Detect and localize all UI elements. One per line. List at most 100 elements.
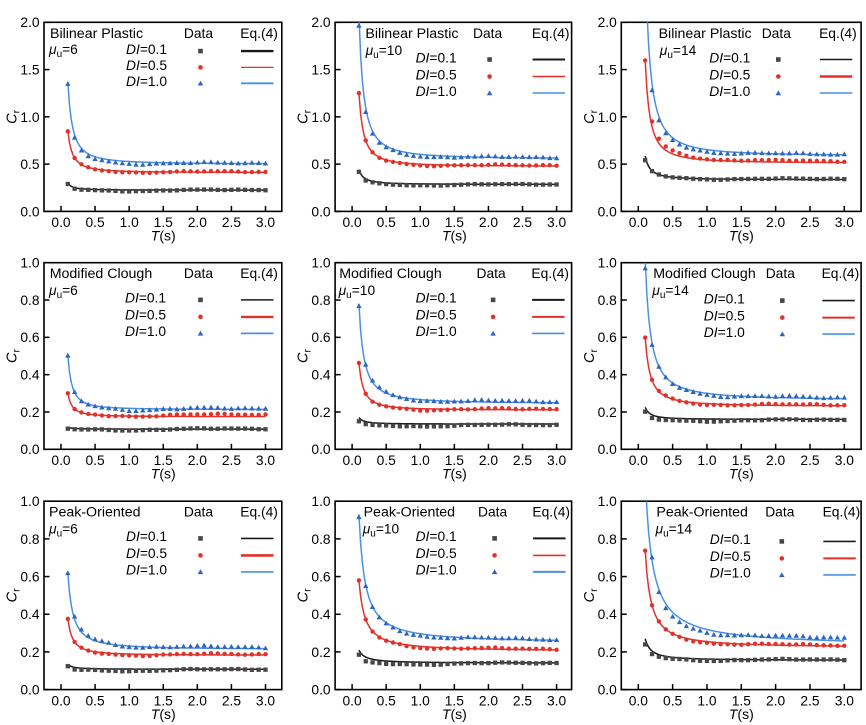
svg-text:DI=0.5: DI=0.5 (709, 67, 750, 82)
svg-text:3.0: 3.0 (547, 453, 567, 468)
svg-text:Eq.(4): Eq.(4) (240, 266, 278, 281)
svg-text:DI=0.1: DI=0.1 (709, 50, 750, 65)
svg-text:1.5: 1.5 (445, 453, 465, 468)
svg-text:Bilinear Plastic: Bilinear Plastic (659, 26, 752, 42)
svg-text:Eq.(4): Eq.(4) (822, 266, 860, 281)
svg-text:DI=0.1: DI=0.1 (126, 529, 167, 544)
svg-text:DI=0.1: DI=0.1 (416, 291, 457, 306)
svg-text:0.0: 0.0 (20, 442, 40, 457)
svg-text:2.0: 2.0 (311, 15, 331, 30)
svg-text:0.0: 0.0 (51, 215, 71, 230)
svg-text:3.0: 3.0 (256, 693, 276, 708)
svg-text:μu=10: μu=10 (365, 43, 403, 61)
svg-text:0.6: 0.6 (598, 569, 618, 584)
svg-text:0.8: 0.8 (311, 532, 331, 547)
svg-text:1.0: 1.0 (20, 256, 40, 271)
svg-text:DI=0.1: DI=0.1 (416, 529, 457, 544)
svg-text:DI=0.5: DI=0.5 (416, 308, 457, 323)
svg-text:μu=14: μu=14 (655, 522, 693, 540)
svg-text:0.4: 0.4 (20, 607, 40, 622)
svg-text:0.2: 0.2 (598, 405, 617, 420)
svg-text:Cr: Cr (582, 349, 600, 363)
svg-text:μu=10: μu=10 (362, 522, 400, 540)
svg-text:2.0: 2.0 (766, 453, 786, 468)
svg-text:DI=0.1: DI=0.1 (416, 50, 457, 65)
svg-text:DI=1.0: DI=1.0 (704, 325, 745, 340)
svg-text:0.5: 0.5 (377, 453, 397, 468)
svg-text:Eq.(4): Eq.(4) (240, 505, 278, 520)
svg-text:T(s): T(s) (151, 706, 176, 722)
svg-text:0.8: 0.8 (20, 532, 40, 547)
svg-text:DI=0.5: DI=0.5 (704, 308, 745, 323)
svg-text:2.0: 2.0 (188, 693, 208, 708)
svg-text:0.6: 0.6 (311, 569, 331, 584)
svg-text:Cr: Cr (296, 349, 314, 363)
svg-text:0.0: 0.0 (598, 442, 618, 457)
svg-text:1.0: 1.0 (120, 453, 140, 468)
svg-text:1.0: 1.0 (20, 110, 40, 125)
svg-text:Eq.(4): Eq.(4) (532, 26, 570, 41)
svg-text:Data: Data (473, 26, 502, 41)
svg-text:0.0: 0.0 (598, 683, 618, 698)
svg-text:1.0: 1.0 (411, 215, 431, 230)
svg-text:2.5: 2.5 (513, 693, 533, 708)
svg-text:0.5: 0.5 (85, 453, 105, 468)
svg-text:0.0: 0.0 (629, 693, 649, 708)
svg-text:2.5: 2.5 (222, 693, 242, 708)
svg-text:0.0: 0.0 (629, 215, 649, 230)
svg-text:0.0: 0.0 (343, 693, 363, 708)
svg-text:Cr: Cr (582, 109, 600, 123)
svg-text:2.5: 2.5 (800, 453, 820, 468)
svg-text:0.4: 0.4 (20, 368, 40, 383)
svg-text:0.8: 0.8 (311, 293, 331, 308)
svg-text:DI=1.0: DI=1.0 (126, 563, 167, 578)
svg-text:0.6: 0.6 (20, 569, 40, 584)
svg-text:Data: Data (762, 26, 791, 41)
svg-text:2.5: 2.5 (800, 215, 820, 230)
svg-text:0.5: 0.5 (20, 157, 40, 172)
svg-text:1.0: 1.0 (697, 693, 717, 708)
svg-text:Modified Clough: Modified Clough (339, 266, 442, 282)
svg-text:DI=0.5: DI=0.5 (710, 549, 751, 564)
svg-text:2.5: 2.5 (513, 215, 533, 230)
svg-text:Peak-Oriented: Peak-Oriented (656, 505, 747, 521)
svg-text:μu=14: μu=14 (651, 283, 689, 301)
svg-text:μu=6: μu=6 (48, 283, 78, 301)
svg-text:1.0: 1.0 (411, 453, 431, 468)
svg-text:DI=0.5: DI=0.5 (126, 58, 167, 73)
svg-text:2.0: 2.0 (766, 215, 786, 230)
svg-text:DI=1.0: DI=1.0 (416, 324, 457, 339)
svg-text:0.5: 0.5 (311, 157, 331, 172)
svg-text:0.2: 0.2 (598, 645, 617, 660)
svg-text:DI=0.1: DI=0.1 (704, 291, 745, 306)
svg-text:1.0: 1.0 (411, 693, 431, 708)
svg-text:DI=0.1: DI=0.1 (126, 42, 167, 57)
svg-text:0.0: 0.0 (20, 204, 40, 219)
svg-text:T(s): T(s) (729, 706, 754, 722)
svg-text:0.5: 0.5 (85, 215, 105, 230)
svg-text:1.0: 1.0 (697, 453, 717, 468)
svg-text:0.0: 0.0 (311, 204, 331, 219)
svg-text:0.0: 0.0 (51, 453, 71, 468)
svg-text:T(s): T(s) (442, 466, 467, 482)
svg-text:T(s): T(s) (442, 228, 467, 244)
svg-text:Data: Data (478, 505, 507, 520)
svg-text:2.0: 2.0 (188, 453, 208, 468)
svg-text:Cr: Cr (5, 588, 23, 602)
svg-text:1.5: 1.5 (445, 693, 465, 708)
svg-text:1.0: 1.0 (311, 110, 331, 125)
svg-text:0.4: 0.4 (311, 607, 331, 622)
svg-text:0.8: 0.8 (598, 532, 618, 547)
svg-text:DI=1.0: DI=1.0 (126, 74, 167, 89)
svg-text:Data: Data (184, 266, 213, 281)
svg-text:0.0: 0.0 (343, 215, 363, 230)
svg-text:3.0: 3.0 (835, 453, 855, 468)
svg-text:DI=0.5: DI=0.5 (416, 67, 457, 82)
svg-text:2.0: 2.0 (20, 15, 40, 30)
svg-text:Modified Clough: Modified Clough (653, 266, 756, 282)
svg-text:2.0: 2.0 (598, 15, 618, 30)
svg-text:Data: Data (765, 505, 794, 520)
svg-text:Data: Data (766, 266, 795, 281)
svg-text:DI=0.5: DI=0.5 (125, 308, 166, 323)
svg-text:1.5: 1.5 (154, 693, 174, 708)
